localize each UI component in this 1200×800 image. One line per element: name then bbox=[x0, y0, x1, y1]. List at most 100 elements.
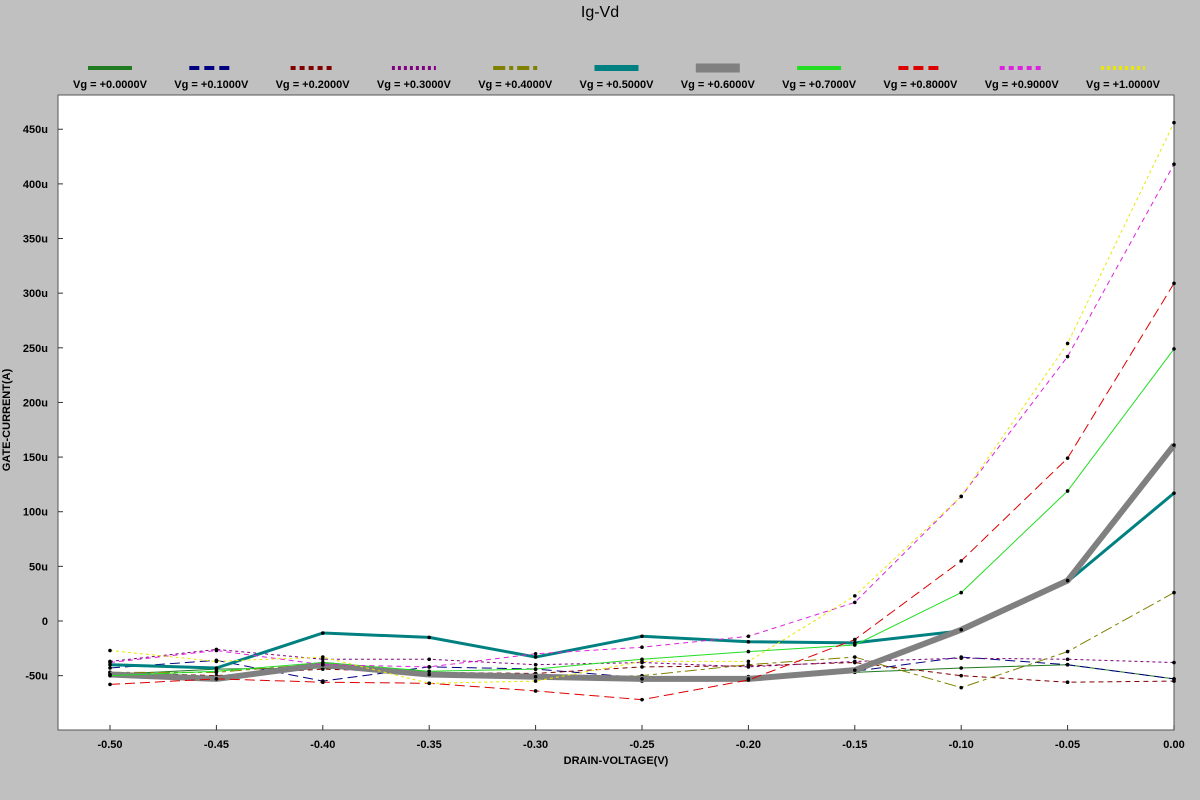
data-point bbox=[1172, 590, 1176, 595]
legend-label: Vg = +0.9000V bbox=[985, 79, 1060, 91]
x-tick-label: -0.35 bbox=[417, 739, 442, 751]
data-point bbox=[1065, 341, 1070, 346]
data-point bbox=[533, 679, 538, 683]
x-tick-label: -0.40 bbox=[310, 739, 335, 751]
legend-label: Vg = +0.7000V bbox=[782, 79, 857, 91]
data-point bbox=[959, 494, 963, 499]
y-tick-label: 0 bbox=[42, 616, 48, 628]
data-point bbox=[853, 655, 857, 659]
data-point bbox=[321, 667, 325, 671]
legend-label: Vg = +0.6000V bbox=[681, 79, 756, 91]
data-point bbox=[959, 559, 963, 563]
data-point bbox=[746, 662, 751, 667]
series-lines bbox=[108, 120, 1177, 702]
data-point bbox=[1065, 354, 1070, 359]
data-point bbox=[959, 685, 963, 690]
y-tick-label: 400u bbox=[23, 179, 48, 191]
data-point bbox=[108, 648, 112, 653]
data-point bbox=[853, 643, 857, 647]
data-point bbox=[427, 657, 432, 662]
data-point bbox=[959, 666, 963, 670]
data-point bbox=[640, 659, 644, 664]
data-point bbox=[1065, 578, 1070, 583]
y-tick-label: 350u bbox=[23, 234, 48, 246]
data-point bbox=[321, 655, 325, 659]
data-point bbox=[533, 674, 538, 679]
data-point bbox=[108, 682, 112, 687]
data-point bbox=[214, 669, 219, 674]
data-point bbox=[1172, 660, 1176, 665]
data-point bbox=[1065, 662, 1070, 667]
legend-label: Vg = +0.3000V bbox=[377, 79, 452, 91]
data-point bbox=[427, 681, 432, 686]
y-axis-label: GATE-CURRENT(A) bbox=[1, 368, 13, 471]
data-point bbox=[214, 677, 219, 681]
data-point bbox=[1065, 657, 1070, 662]
data-point bbox=[1172, 281, 1176, 286]
data-point bbox=[853, 668, 857, 672]
data-point bbox=[108, 673, 112, 678]
data-point bbox=[108, 666, 112, 670]
y-tick-label: -50u bbox=[25, 671, 48, 683]
data-point bbox=[1172, 162, 1176, 167]
data-point bbox=[533, 655, 538, 659]
series-line-3 bbox=[109, 648, 1175, 668]
data-point bbox=[214, 648, 219, 653]
data-point bbox=[533, 651, 538, 656]
x-tick-label: -0.50 bbox=[97, 739, 122, 751]
x-axis-label: DRAIN-VOLTAGE(V) bbox=[564, 755, 669, 767]
data-point bbox=[214, 659, 219, 664]
data-point bbox=[214, 666, 219, 670]
series-line-1 bbox=[109, 656, 1175, 682]
data-point bbox=[321, 631, 325, 635]
axes: 450u 400u 350u 300u 250u 200u 150u 100u 50u 0 -50u… bbox=[23, 124, 1185, 751]
data-point bbox=[640, 645, 644, 650]
legend-label: Vg = +0.8000V bbox=[883, 79, 958, 91]
data-point bbox=[427, 669, 432, 674]
data-point bbox=[959, 627, 963, 632]
data-point bbox=[533, 689, 538, 693]
data-point bbox=[640, 665, 644, 669]
data-point bbox=[108, 660, 112, 665]
data-point bbox=[746, 678, 751, 682]
legend-label: Vg = +0.1000V bbox=[174, 79, 249, 91]
data-point bbox=[1065, 680, 1070, 684]
x-tick-label: -0.25 bbox=[629, 739, 654, 751]
legend: Vg = +0.0000V Vg = +0.1000V Vg = +0.2000V V… bbox=[73, 63, 1161, 91]
data-point bbox=[1172, 491, 1176, 495]
data-point bbox=[1172, 443, 1176, 447]
data-point bbox=[321, 662, 325, 667]
data-point bbox=[1065, 649, 1070, 654]
y-tick-label: 100u bbox=[23, 507, 48, 519]
legend-label: Vg = +0.0000V bbox=[73, 79, 148, 91]
data-point bbox=[427, 665, 432, 669]
data-point bbox=[321, 680, 325, 684]
data-point bbox=[746, 639, 751, 644]
data-point bbox=[427, 672, 432, 677]
data-point bbox=[959, 673, 963, 678]
data-point bbox=[533, 667, 538, 671]
data-point bbox=[853, 637, 857, 642]
plot-area bbox=[57, 94, 1175, 731]
data-point bbox=[640, 634, 644, 639]
x-tick-label: -0.20 bbox=[736, 739, 761, 751]
data-point bbox=[533, 662, 538, 667]
y-tick-label: 250u bbox=[23, 343, 48, 355]
y-tick-label: 450u bbox=[23, 124, 48, 136]
data-point bbox=[853, 600, 857, 605]
data-point bbox=[853, 594, 857, 598]
y-tick-label: 50u bbox=[29, 561, 48, 573]
data-point bbox=[746, 649, 751, 654]
data-point bbox=[746, 634, 751, 639]
y-tick-label: 200u bbox=[23, 397, 48, 409]
legend-label: Vg = +1.0000V bbox=[1086, 79, 1161, 91]
data-point bbox=[959, 590, 963, 595]
data-point bbox=[427, 635, 432, 640]
x-tick-label: -0.10 bbox=[949, 739, 974, 751]
data-point bbox=[1172, 679, 1176, 683]
y-tick-label: 300u bbox=[23, 288, 48, 300]
x-tick-label: 0.00 bbox=[1163, 739, 1184, 751]
data-point bbox=[746, 659, 751, 664]
